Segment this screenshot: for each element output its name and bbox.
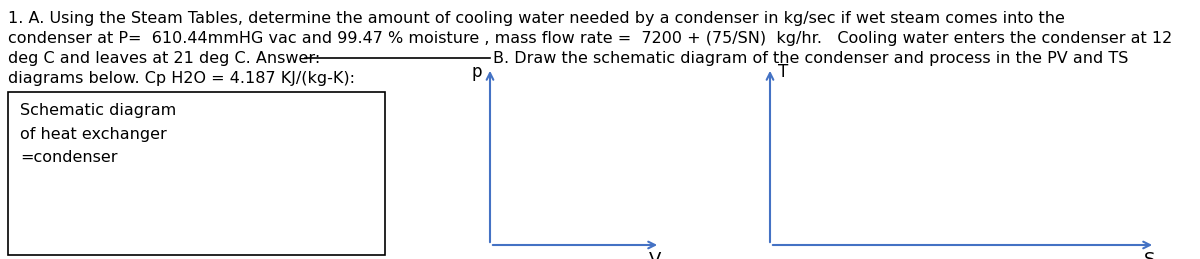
- Text: T: T: [778, 63, 788, 81]
- Text: S: S: [1145, 251, 1156, 259]
- Text: B. Draw the schematic diagram of the condenser and process in the PV and TS: B. Draw the schematic diagram of the con…: [493, 51, 1128, 66]
- Text: =condenser: =condenser: [20, 150, 118, 166]
- Text: diagrams below. Cp H2O = 4.187 KJ/(kg-K):: diagrams below. Cp H2O = 4.187 KJ/(kg-K)…: [8, 70, 355, 85]
- Text: deg C and leaves at 21 deg C. Answer:: deg C and leaves at 21 deg C. Answer:: [8, 51, 320, 66]
- Text: 1. A. Using the Steam Tables, determine the amount of cooling water needed by a : 1. A. Using the Steam Tables, determine …: [8, 11, 1064, 25]
- Text: condenser at P=  610.44mmHG vac and 99.47 % moisture , mass flow rate =  7200 + : condenser at P= 610.44mmHG vac and 99.47…: [8, 31, 1172, 46]
- Text: Schematic diagram: Schematic diagram: [20, 103, 176, 118]
- Text: of heat exchanger: of heat exchanger: [20, 127, 167, 142]
- Text: V: V: [649, 251, 661, 259]
- Text: p: p: [472, 63, 482, 81]
- Bar: [8, 92, 385, 255]
